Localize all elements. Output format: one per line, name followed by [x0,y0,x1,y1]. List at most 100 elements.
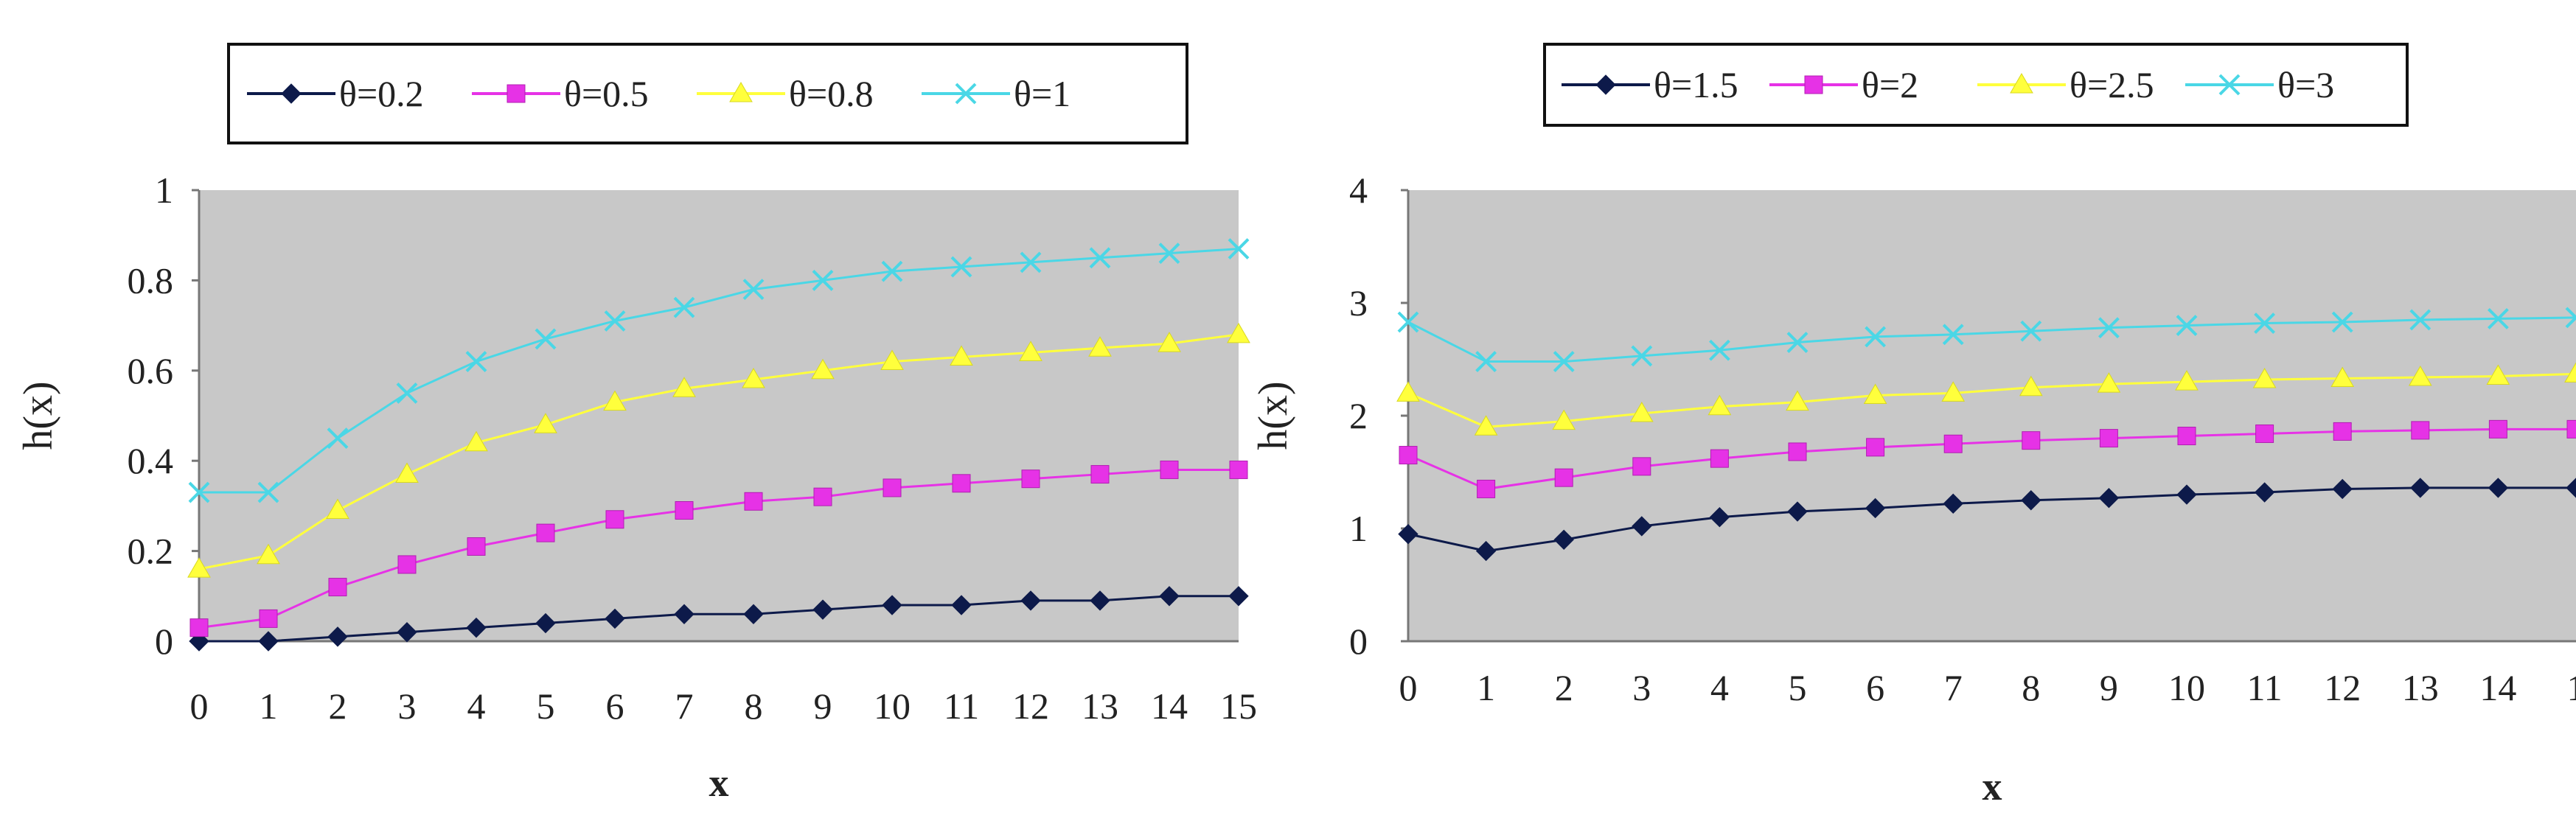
legend-label: θ=1.5 [1654,64,1738,105]
data-point-stroke-b [257,481,279,503]
legend-marker [507,84,526,103]
data-point [744,492,763,511]
data-point-stroke-b [1942,324,1964,346]
data-point [2020,320,2042,342]
data-point-stroke-b [535,328,557,350]
x-tick-label: 15 [1220,685,1257,727]
data-point-stroke-b [604,310,626,332]
data-point [811,358,835,380]
y-tick-label: 0.6 [128,350,174,391]
data-point [742,279,765,301]
data-point [2330,366,2355,388]
data-point [1475,351,1497,372]
x-tick-label: 11 [944,685,979,727]
data-point [395,462,419,483]
data-point [535,328,557,350]
plot-area [199,190,1239,641]
data-point [257,543,280,565]
x-tick-label: 4 [467,685,486,727]
data-point [536,523,555,542]
legend-item: θ=2 [1769,64,1918,105]
x-tick-label: 1 [260,685,278,727]
data-point [1786,390,1809,411]
y-tick-label: 1 [1349,508,1368,549]
data-point [2565,307,2576,329]
data-point [1160,460,1179,479]
data-point [327,427,349,450]
data-point [2408,365,2432,386]
x-tick-label: 13 [2402,667,2439,708]
data-point [1865,326,1887,348]
legend-item: θ=3 [2185,64,2334,105]
data-point [2564,362,2576,383]
data-point [951,595,972,615]
data-point [188,481,210,503]
x-tick-label: 7 [1944,667,1963,708]
data-point [1710,449,1729,468]
legend-item: θ=1 [922,73,1071,114]
data-point [812,269,834,291]
data-point-stroke-b [1397,311,1419,333]
data-point [2332,478,2353,500]
data-point [2252,368,2277,388]
y-tick-label: 0.2 [128,531,174,572]
data-point [2487,308,2509,329]
data-point [2410,478,2431,498]
data-point [1788,442,1807,461]
series-4 [188,238,1250,503]
data-point [396,382,418,404]
data-point-stroke-b [2331,311,2353,333]
legend-item: θ=0.2 [247,73,424,114]
data-point-stroke-b [742,279,765,301]
x-tick-label: 10 [874,685,911,727]
data-point [1396,381,1420,402]
series-line [1407,486,2576,553]
data-point [2486,364,2510,385]
series-line [199,248,1239,494]
series-2 [189,460,1248,638]
data-point [1228,238,1250,259]
y-tick-label: 0.4 [128,440,174,481]
y-axis-title: h(x) [1250,381,1296,450]
data-point [1158,332,1181,352]
data-point [1477,479,1496,498]
data-point [397,622,417,643]
data-point [2566,478,2576,498]
data-point [883,478,902,497]
y-tick-label: 0 [155,621,173,662]
data-point-stroke-b [1228,238,1250,259]
chart-panels: 00.20.40.60.810 1 2 3 4 5 6 7 8 9 10 11 12 13 14 15h(x)… [15,43,2576,809]
data-point [1552,409,1576,430]
data-point [1787,501,1808,522]
data-point-stroke-b [2176,315,2198,337]
x-tick-label: 6 [606,685,624,727]
data-point [2333,422,2352,441]
data-point-stroke-b [327,427,349,450]
series-line [1407,316,2576,363]
series-1 [1398,478,2576,562]
series-line [1407,427,2576,490]
data-point-stroke-b [1786,332,1809,353]
data-point-stroke-b [465,351,487,372]
data-point [1158,242,1180,265]
data-point [2255,424,2274,443]
data-point [259,609,278,628]
data-point-stroke-b [812,269,834,291]
data-point [1021,469,1040,489]
x-tick-label: 7 [675,685,694,727]
data-point [2409,309,2431,331]
data-point [1943,434,1963,453]
data-point [812,599,833,620]
x-tick-label: 14 [1151,685,1188,727]
data-point [950,345,973,366]
data-point-stroke-b [1020,251,1042,273]
legend-marker [281,83,302,104]
legend-label: θ=2.5 [2069,64,2154,105]
legend-item: θ=1.5 [1562,64,1738,105]
data-point-stroke-b [950,256,972,278]
data-point [742,368,765,388]
data-point [1709,506,1730,528]
data-point [1020,590,1041,611]
legend-marker [2010,72,2033,94]
data-point [1632,457,1651,476]
